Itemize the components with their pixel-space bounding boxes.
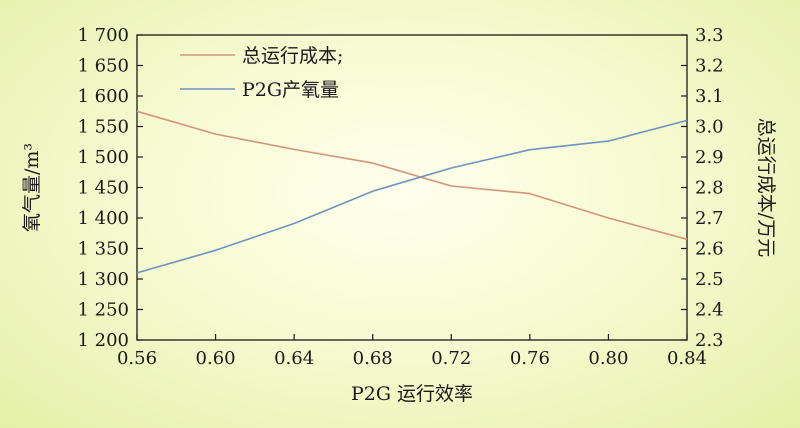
x-tick-label: 0.60 xyxy=(196,348,236,369)
left-tick-label: 1 650 xyxy=(77,56,129,77)
left-tick-label: 1 300 xyxy=(77,269,129,290)
legend-label-1: 总运行成本; xyxy=(242,45,343,67)
right-axis-title: 总运行成本/万元 xyxy=(755,118,777,257)
series-line-2 xyxy=(136,119,688,274)
series-line-1 xyxy=(136,110,688,241)
legend-label-2: P2G产氧量 xyxy=(242,79,339,101)
legend: 总运行成本; P2G产氧量 xyxy=(180,45,343,101)
x-axis-title: P2G 运行效率 xyxy=(351,383,473,405)
axes-layer: 0.56 0.60 0.64 0.68 0.72 0.76 0.80 0.84 1 200 1 2… xyxy=(21,25,777,405)
right-tick-label: 3.2 xyxy=(695,56,724,77)
right-tick-label: 2.3 xyxy=(695,330,724,351)
left-tick-label: 1 500 xyxy=(77,147,129,168)
left-tick-label: 1 700 xyxy=(77,25,129,46)
left-tick-label: 1 600 xyxy=(77,86,129,107)
x-tick-label: 0.68 xyxy=(353,348,393,369)
right-tick-label: 3.0 xyxy=(695,117,724,138)
left-axis-title: 氧气量/m³ xyxy=(21,143,43,232)
x-tick-label: 0.72 xyxy=(431,348,471,369)
right-tick-label: 3.3 xyxy=(695,25,724,46)
right-tick-label: 2.6 xyxy=(695,239,724,260)
left-tick-label: 1 400 xyxy=(77,208,129,229)
right-tick-label: 2.8 xyxy=(695,178,724,199)
x-tick-label: 0.76 xyxy=(510,348,550,369)
left-tick-label: 1 250 xyxy=(77,300,129,321)
x-tick-label: 0.64 xyxy=(274,348,314,369)
right-tick-label: 2.7 xyxy=(695,208,724,229)
plot-frame xyxy=(136,34,688,341)
left-tick-label: 1 550 xyxy=(77,117,129,138)
right-tick-label: 2.9 xyxy=(695,147,724,168)
series-layer xyxy=(136,110,688,274)
x-tick-label: 0.84 xyxy=(667,348,707,369)
left-tick-label: 1 200 xyxy=(77,330,129,351)
right-tick-label: 2.5 xyxy=(695,269,724,290)
left-tick-label: 1 450 xyxy=(77,178,129,199)
x-tick-label: 0.80 xyxy=(588,348,628,369)
right-tick-label: 3.1 xyxy=(695,86,724,107)
right-tick-label: 2.4 xyxy=(695,300,724,321)
left-tick-label: 1 350 xyxy=(77,239,129,260)
x-tick-label: 0.56 xyxy=(117,348,157,369)
